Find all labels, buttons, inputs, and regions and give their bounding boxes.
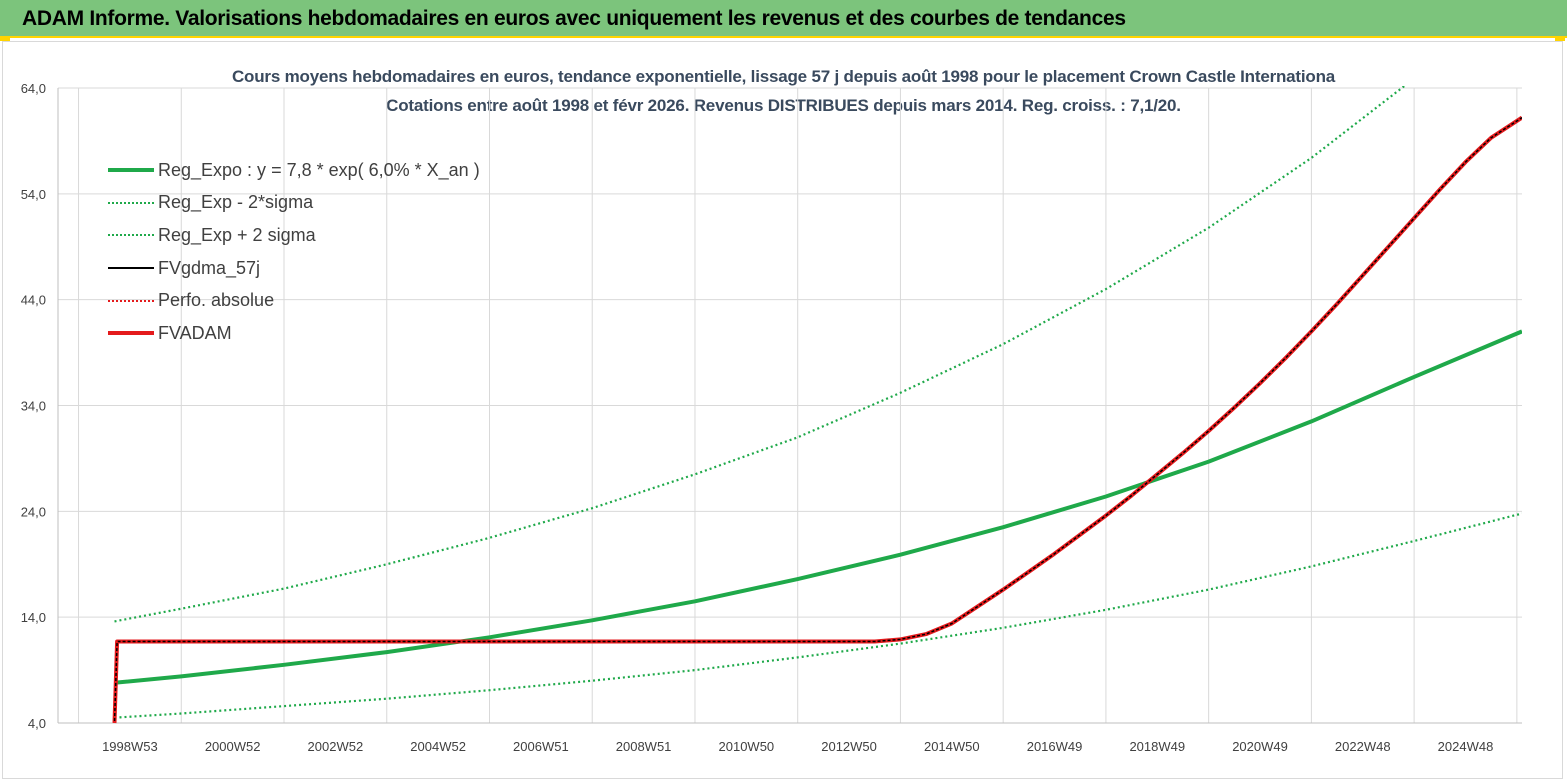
x-tick-label: 2006W51: [513, 739, 569, 754]
chart-frame: [2, 41, 1563, 779]
legend-label: FVgdma_57j: [158, 257, 261, 278]
x-tick-label: 2012W50: [821, 739, 877, 754]
y-tick-label: 34,0: [21, 399, 46, 414]
legend-item-5: FVADAM: [108, 317, 480, 350]
y-tick-label: 4,0: [28, 716, 46, 731]
legend-label: Reg_Exp + 2 sigma: [158, 224, 316, 245]
legend-swatch: [108, 230, 154, 240]
series-line-1: [114, 512, 1522, 719]
series-lines: [112, 86, 1522, 724]
legend-swatch: [108, 263, 154, 273]
x-tick-label: 1998W53: [102, 739, 158, 754]
chart-subtitle: Cotations entre août 1998 et févr 2026. …: [386, 96, 1181, 115]
x-tick-label: 2020W49: [1232, 739, 1288, 754]
legend-label: Reg_Exp - 2*sigma: [158, 192, 314, 213]
grid-lines: [58, 87, 1522, 724]
y-tick-label: 44,0: [21, 293, 46, 308]
axes: 4,0 14,0 24,0 34,0 44,0 54,0 64,0 1998W53 2000W5…: [21, 81, 1522, 754]
y-tick-label: 54,0: [21, 187, 46, 202]
chart-title-block: Cours moyens hebdomadaires en euros, ten…: [0, 62, 1567, 120]
y-tick-label: 64,0: [21, 81, 46, 96]
series-line-0: [114, 329, 1522, 685]
frame-corner-top-left: [0, 38, 10, 41]
legend-label: Reg_Expo : y = 7,8 * exp( 6,0% * X_an ): [158, 159, 480, 180]
chart-title: Cours moyens hebdomadaires en euros, ten…: [231, 67, 1336, 86]
chart-legend: Reg_Expo : y = 7,8 * exp( 6,0% * X_an ) R…: [108, 154, 480, 350]
report-header: ADAM Informe. Valorisations hebdomadaire…: [0, 0, 1567, 38]
x-tick-label: 2008W51: [616, 739, 672, 754]
x-tick-label: 2022W48: [1335, 739, 1391, 754]
report-title: ADAM Informe. Valorisations hebdomadaire…: [22, 7, 1126, 30]
legend-swatch: [108, 296, 154, 306]
legend-swatch: [108, 328, 154, 338]
x-tick-label: 2024W48: [1438, 739, 1494, 754]
legend-swatch: [108, 165, 154, 175]
legend-item-0: Reg_Expo : y = 7,8 * exp( 6,0% * X_an ): [108, 154, 480, 187]
legend-item-3: FVgdma_57j: [108, 252, 480, 285]
frame-corner-top-right: [1555, 38, 1565, 41]
legend-item-2: Reg_Exp + 2 sigma: [108, 219, 480, 252]
x-tick-label: 2016W49: [1027, 739, 1083, 754]
legend-label: Perfo. absolue: [158, 290, 275, 311]
x-tick-label: 2010W50: [719, 739, 775, 754]
y-tick-label: 24,0: [21, 504, 46, 519]
legend-label: FVADAM: [158, 322, 232, 343]
legend-item-1: Reg_Exp - 2*sigma: [108, 187, 480, 220]
x-tick-label: 2014W50: [924, 739, 980, 754]
y-tick-label: 14,0: [21, 610, 46, 625]
x-tick-label: 2018W49: [1129, 739, 1185, 754]
x-tick-label: 2002W52: [308, 739, 364, 754]
series-line-4: [113, 116, 1522, 724]
legend-swatch: [108, 198, 154, 208]
x-tick-label: 2000W52: [205, 739, 261, 754]
legend-item-4: Perfo. absolue: [108, 284, 480, 317]
x-tick-label: 2004W52: [410, 739, 466, 754]
